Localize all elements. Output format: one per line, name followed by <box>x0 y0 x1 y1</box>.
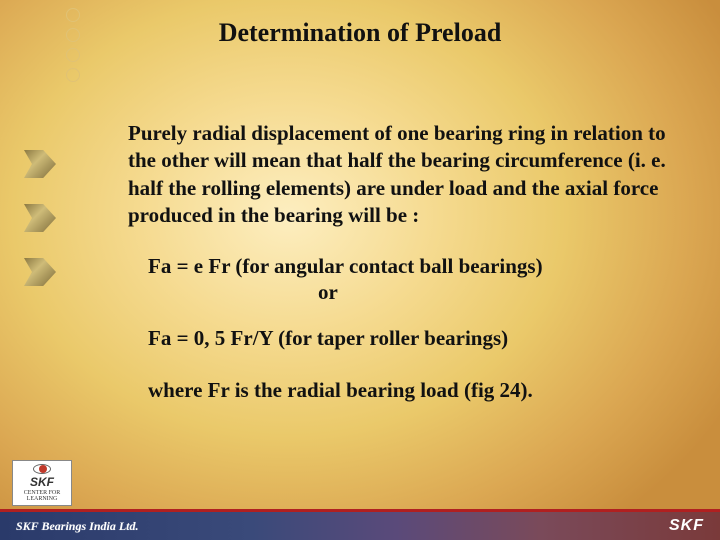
decor-arrow-icon <box>24 204 56 232</box>
where-note: where Fr is the radial bearing load (fig… <box>148 377 672 404</box>
formula-acbb: Fa = e Fr (for angular contact ball bear… <box>148 253 672 280</box>
decor-bullets <box>24 150 56 286</box>
logo-tagline-2: LEARNING <box>27 496 58 502</box>
slide-body: Purely radial displacement of one bearin… <box>128 120 672 404</box>
or-label: or <box>318 280 672 305</box>
planet-icon <box>33 464 51 474</box>
logo-brand: SKF <box>30 476 54 488</box>
formula-trb: Fa = 0, 5 Fr/Y (for taper roller bearing… <box>148 325 672 352</box>
intro-paragraph: Purely radial displacement of one bearin… <box>128 120 672 229</box>
formula-block-1: Fa = e Fr (for angular contact ball bear… <box>148 253 672 305</box>
footer-brand: SKF <box>669 517 704 535</box>
skf-learning-logo: SKF CENTER FOR LEARNING <box>12 460 72 506</box>
footer-bar: SKF Bearings India Ltd. SKF <box>0 512 720 540</box>
decor-ring-icon <box>66 48 80 62</box>
decor-ring-icon <box>66 68 80 82</box>
decor-arrow-icon <box>24 258 56 286</box>
slide-title: Determination of Preload <box>0 18 720 48</box>
decor-arrow-icon <box>24 150 56 178</box>
slide: Determination of Preload Purely radial d… <box>0 0 720 540</box>
footer-company: SKF Bearings India Ltd. <box>16 519 138 534</box>
